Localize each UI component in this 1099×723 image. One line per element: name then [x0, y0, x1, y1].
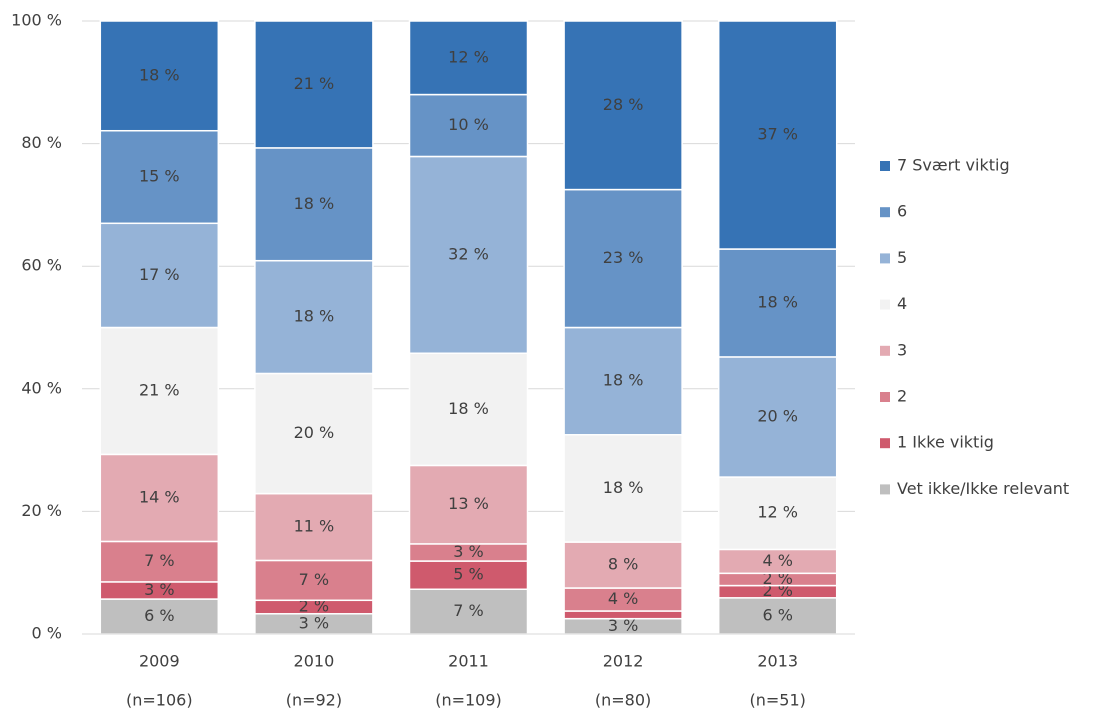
value-label: 18 %: [603, 371, 644, 390]
bar-segment: [717, 20, 838, 250]
bar-segment: [563, 541, 683, 589]
y-tick-label: 0 %: [32, 624, 62, 643]
value-label: 18 %: [603, 478, 644, 497]
value-label: 10 %: [448, 115, 489, 134]
value-label: 18 %: [139, 65, 180, 84]
bar-segment: [408, 20, 529, 96]
bar-segment: [254, 492, 374, 562]
value-label: 32 %: [448, 244, 489, 263]
bar-segment: [563, 20, 683, 191]
value-label: 12 %: [757, 503, 798, 522]
value-label: 5 %: [453, 565, 483, 584]
legend-swatch: [880, 484, 890, 495]
legend-label: 7 Svært viktig: [897, 156, 1010, 175]
value-label: 17 %: [139, 265, 180, 284]
value-label: 20 %: [294, 423, 335, 442]
value-label: 3 %: [299, 613, 329, 632]
x-tick-label: 2010: [294, 652, 335, 671]
value-label: 13 %: [448, 494, 489, 513]
bar-segment: [408, 560, 529, 591]
legend-label: 1 Ikke viktig: [897, 433, 994, 452]
value-label: 7 %: [144, 551, 174, 570]
x-tick-sublabel: (n=92): [286, 691, 342, 710]
value-label: 3 %: [608, 616, 638, 635]
x-tick-sublabel: (n=80): [595, 691, 651, 710]
legend-swatch: [880, 207, 890, 218]
bar-segment: [99, 540, 220, 583]
x-tick-label: 2013: [757, 652, 798, 671]
x-tick-sublabel: (n=109): [435, 691, 502, 710]
value-label: 18 %: [294, 194, 335, 213]
x-tick-sublabel: (n=51): [750, 691, 806, 710]
value-label: 28 %: [603, 95, 644, 114]
y-tick-label: 100 %: [11, 11, 62, 30]
value-label: 18 %: [757, 292, 798, 311]
value-label: 12 %: [448, 47, 489, 66]
value-label: 18 %: [294, 307, 335, 326]
value-label: 4 %: [608, 589, 638, 608]
bar-segment: [563, 434, 683, 543]
bar-segment: [717, 248, 838, 358]
x-tick-label: 2012: [603, 652, 644, 671]
legend-swatch: [880, 345, 890, 356]
y-tick-label: 40 %: [21, 378, 62, 397]
value-label: 21 %: [294, 74, 335, 93]
bar-segment: [254, 259, 374, 375]
value-label: 7 %: [299, 570, 329, 589]
legend-label: 3: [897, 340, 907, 359]
value-label: 6 %: [762, 605, 792, 624]
value-label: 21 %: [139, 380, 180, 399]
value-label: 7 %: [453, 601, 483, 620]
bar-segment: [99, 453, 220, 543]
bar-segment: [717, 597, 838, 635]
legend-swatch: [880, 161, 890, 171]
bar-segment: [99, 20, 220, 132]
value-label: 6 %: [144, 606, 174, 625]
value-label: 8 %: [608, 555, 638, 574]
value-label: 4 %: [762, 551, 792, 570]
bar-segment: [99, 222, 220, 329]
value-label: 14 %: [139, 487, 180, 506]
value-label: 23 %: [603, 248, 644, 267]
legend-label: 2: [897, 387, 907, 406]
y-tick-label: 80 %: [21, 133, 62, 152]
value-label: 18 %: [448, 399, 489, 418]
value-label: 37 %: [757, 125, 798, 144]
legend-label: 5: [897, 248, 907, 267]
legend-swatch: [880, 253, 890, 264]
x-tick-label: 2009: [139, 652, 180, 671]
legend-swatch: [880, 299, 890, 310]
legend-swatch: [880, 392, 890, 402]
value-label: 2 %: [299, 597, 329, 616]
x-tick-sublabel: (n=106): [126, 691, 193, 710]
y-tick-label: 60 %: [21, 256, 62, 275]
bar-segment: [563, 188, 683, 329]
legend-label: 4: [897, 294, 907, 313]
value-label: 15 %: [139, 167, 180, 186]
value-label: 11 %: [294, 517, 335, 536]
bar-segment: [408, 155, 529, 354]
bar-segment: [563, 610, 683, 620]
value-label: 3 %: [453, 542, 483, 561]
value-label: 3 %: [144, 580, 174, 599]
value-label: 20 %: [757, 406, 798, 425]
bar-segment: [408, 352, 529, 467]
bar-segment: [99, 129, 220, 225]
y-tick-label: 20 %: [21, 501, 62, 520]
bar-segment: [563, 326, 683, 436]
legend-label: 6: [897, 202, 907, 221]
bar-segment: [254, 559, 374, 602]
legend-swatch: [880, 438, 890, 449]
x-tick-label: 2011: [448, 652, 489, 671]
bar-segment: [254, 372, 374, 495]
legend-label: Vet ikke/Ikke relevant: [897, 479, 1069, 498]
bar-segment: [99, 326, 220, 456]
bar-segment: [717, 476, 838, 551]
bar-segment: [408, 464, 529, 545]
bar-segment: [717, 356, 838, 478]
bar-segment: [254, 20, 374, 149]
